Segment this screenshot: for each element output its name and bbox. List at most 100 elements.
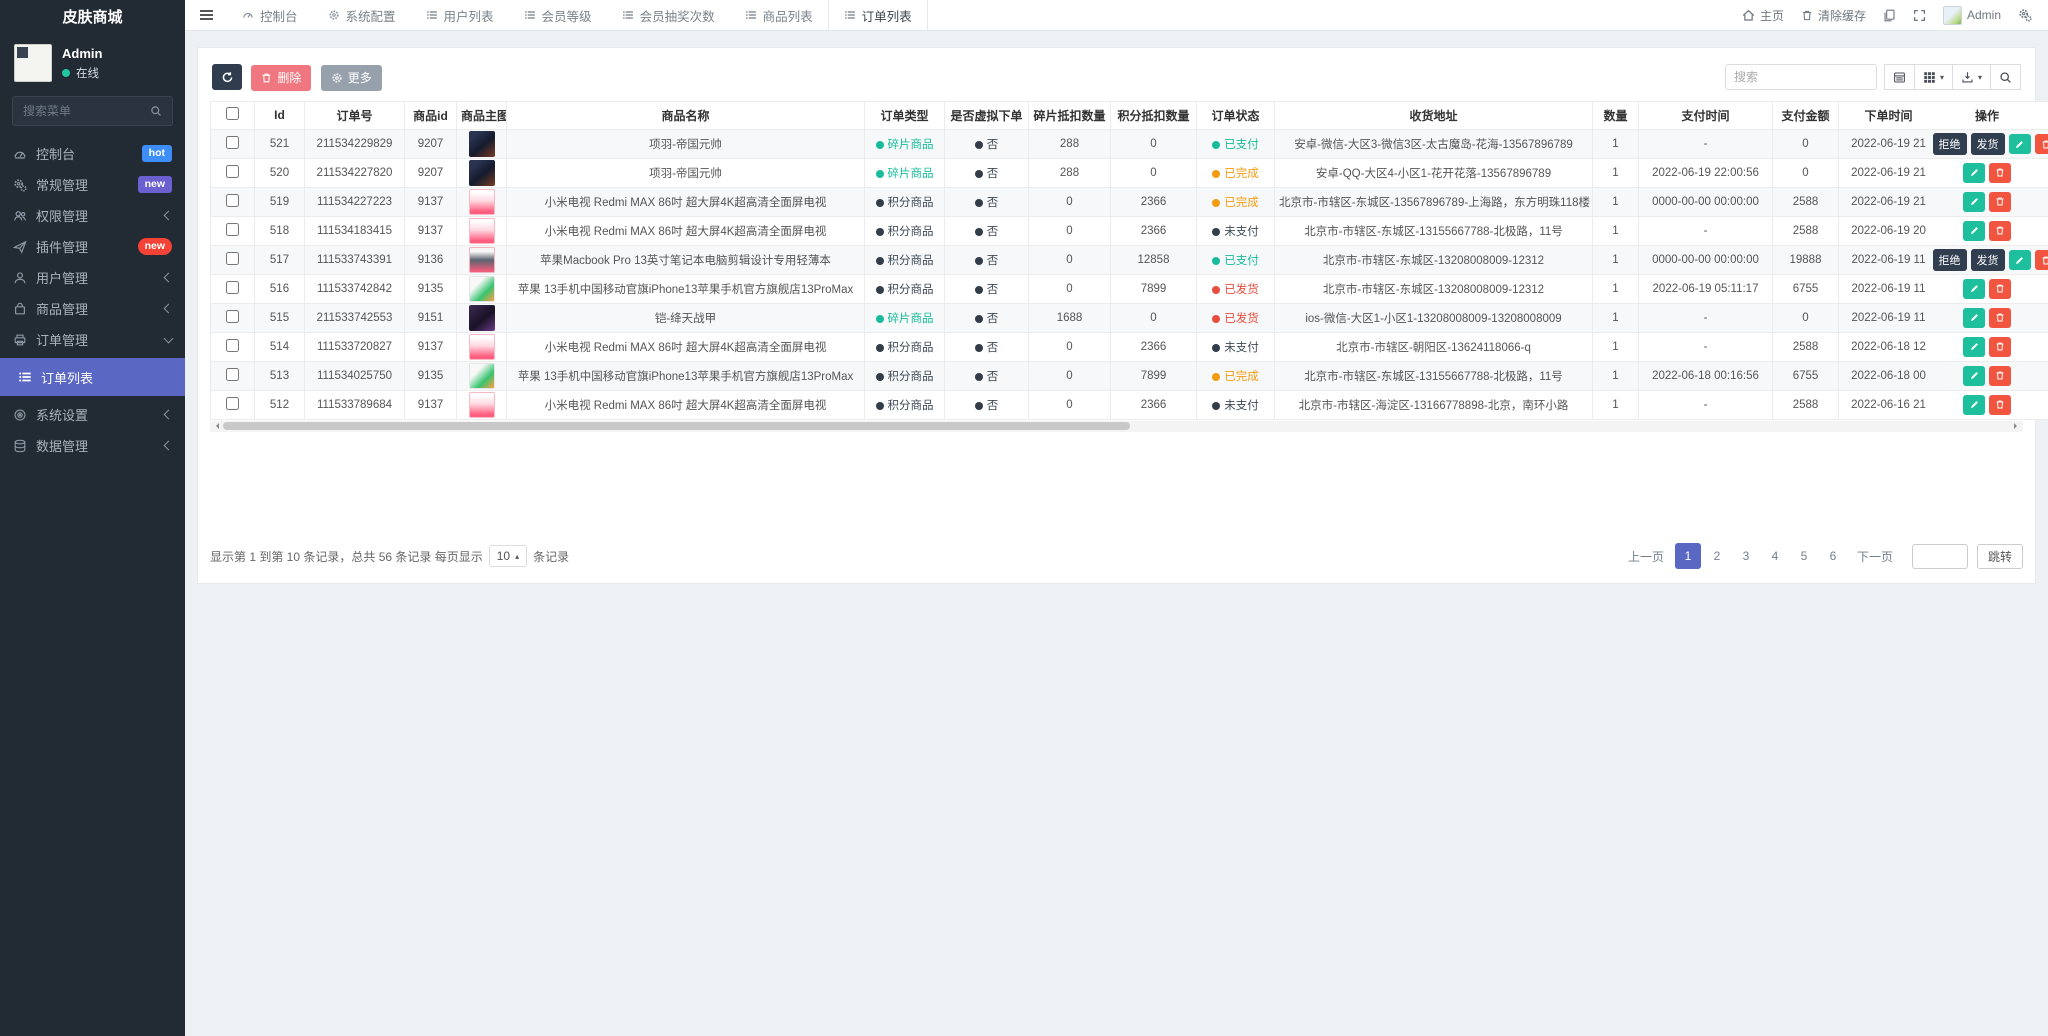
home-link[interactable]: 主页 — [1742, 7, 1784, 24]
jump-button[interactable]: 跳转 — [1976, 543, 2023, 569]
delete-order-button[interactable] — [1989, 220, 2011, 241]
col-product-id[interactable]: 商品id — [404, 100, 457, 130]
col-quantity[interactable]: 数量 — [1592, 100, 1639, 130]
delete-order-button[interactable] — [2034, 134, 2047, 155]
edit-order-button[interactable] — [2008, 134, 2031, 155]
ship-order-button[interactable]: 发货 — [1970, 132, 2005, 155]
col-virtual[interactable]: 是否虚拟下单 — [944, 100, 1029, 130]
col-order-type[interactable]: 订单类型 — [864, 100, 945, 130]
more-button[interactable]: 更多 — [320, 64, 382, 91]
row-checkbox[interactable] — [226, 164, 239, 178]
page-button-6[interactable]: 6 — [1820, 543, 1846, 569]
edit-order-button[interactable] — [1963, 162, 1985, 183]
tab-product-list[interactable]: 商品列表 — [730, 0, 828, 30]
edit-order-button[interactable] — [1963, 365, 1985, 386]
sidebar-item-console[interactable]: 控制台 hot — [0, 138, 185, 169]
reject-order-button[interactable]: 拒绝 — [1932, 248, 1967, 271]
scroll-right-icon[interactable] — [2014, 423, 2020, 429]
refresh-page-icon[interactable] — [1883, 9, 1896, 22]
sidebar-item-system-settings[interactable]: 系统设置 — [0, 399, 185, 430]
col-product-image[interactable]: 商品主图 — [456, 100, 507, 130]
sidebar-item-permissions[interactable]: 权限管理 — [0, 200, 185, 231]
edit-order-button[interactable] — [1963, 191, 1985, 212]
col-pay-time[interactable]: 支付时间 — [1638, 100, 1773, 130]
page-button-1[interactable]: 1 — [1674, 543, 1701, 569]
page-button-3[interactable]: 3 — [1733, 543, 1759, 569]
col-pay-amount[interactable]: 支付金额 — [1772, 100, 1839, 130]
col-order-time[interactable]: 下单时间 — [1838, 100, 1939, 130]
delete-order-button[interactable] — [1989, 394, 2011, 415]
col-product-name[interactable]: 商品名称 — [506, 100, 865, 130]
refresh-button[interactable] — [212, 64, 242, 90]
scroll-left-icon[interactable] — [213, 423, 219, 429]
reject-order-button[interactable]: 拒绝 — [1932, 132, 1967, 155]
horizontal-scrollbar[interactable] — [210, 420, 2023, 432]
row-checkbox[interactable] — [226, 309, 239, 323]
search-button[interactable] — [1990, 64, 2021, 91]
row-checkbox[interactable] — [226, 193, 239, 207]
col-fragment-deduct[interactable]: 碎片抵扣数量 — [1028, 100, 1111, 130]
sidebar-search-input[interactable] — [23, 104, 144, 118]
delete-order-button[interactable] — [1989, 365, 2011, 386]
delete-button[interactable]: 删除 — [251, 64, 312, 91]
delete-order-button[interactable] — [1989, 191, 2011, 212]
columns-dropdown-button[interactable]: ▾ — [1913, 64, 1953, 91]
row-checkbox[interactable] — [226, 280, 239, 294]
row-checkbox[interactable] — [226, 338, 239, 352]
sidebar-item-data[interactable]: 数据管理 — [0, 430, 185, 461]
col-order-status[interactable]: 订单状态 — [1196, 100, 1275, 130]
ship-order-button[interactable]: 发货 — [1970, 248, 2005, 271]
tab-console[interactable]: 控制台 — [227, 0, 313, 30]
col-address[interactable]: 收货地址 — [1274, 100, 1593, 130]
row-checkbox[interactable] — [226, 222, 239, 236]
col-order-no[interactable]: 订单号 — [304, 100, 405, 130]
sidebar-item-plugins[interactable]: 插件管理 new — [0, 231, 185, 262]
row-checkbox[interactable] — [226, 135, 239, 149]
select-all-checkbox[interactable] — [226, 107, 239, 120]
cell-product-name: 小米电视 Redmi MAX 86吋 超大屏4K超高清全面屏电视 — [506, 331, 865, 362]
menu-toggle-icon[interactable] — [185, 0, 227, 30]
edit-order-button[interactable] — [1963, 278, 1985, 299]
row-checkbox[interactable] — [226, 251, 239, 265]
page-button-2[interactable]: 2 — [1704, 543, 1730, 569]
col-id[interactable]: Id — [254, 100, 305, 130]
page-button-5[interactable]: 5 — [1791, 543, 1817, 569]
tab-member-level[interactable]: 会员等级 — [509, 0, 607, 30]
export-dropdown-button[interactable]: ▾ — [1951, 64, 1991, 91]
user-menu[interactable]: Admin — [1942, 5, 2001, 25]
delete-order-button[interactable] — [1989, 307, 2011, 328]
page-button-4[interactable]: 4 — [1762, 543, 1788, 569]
edit-order-button[interactable] — [1963, 307, 1985, 328]
clear-cache-link[interactable]: 清除缓存 — [1801, 7, 1866, 24]
sidebar-item-users[interactable]: 用户管理 — [0, 262, 185, 293]
tab-member-draw-times[interactable]: 会员抽奖次数 — [607, 0, 730, 30]
row-checkbox[interactable] — [226, 396, 239, 410]
fullscreen-icon[interactable] — [1913, 9, 1926, 22]
tab-system-config[interactable]: 系统配置 — [313, 0, 411, 30]
delete-order-button[interactable] — [1989, 336, 2011, 357]
delete-order-button[interactable] — [1989, 278, 2011, 299]
jump-page-input[interactable] — [1911, 543, 1968, 569]
scrollbar-thumb[interactable] — [223, 422, 1130, 430]
delete-order-button[interactable] — [1989, 162, 2011, 183]
delete-order-button[interactable] — [2034, 250, 2047, 271]
detail-view-button[interactable] — [1883, 64, 1915, 91]
sidebar-item-products[interactable]: 商品管理 — [0, 293, 185, 324]
tab-order-list[interactable]: 订单列表 — [827, 0, 928, 30]
sidebar-item-orders[interactable]: 订单管理 — [0, 324, 185, 355]
row-checkbox[interactable] — [226, 367, 239, 381]
edit-order-button[interactable] — [2008, 250, 2031, 271]
edit-order-button[interactable] — [1963, 394, 1985, 415]
edit-order-button[interactable] — [1963, 220, 1985, 241]
prev-page-button[interactable]: 上一页 — [1620, 543, 1672, 569]
col-points-deduct[interactable]: 积分抵扣数量 — [1110, 100, 1197, 130]
gears-icon[interactable] — [2018, 8, 2032, 22]
sidebar-item-general[interactable]: 常规管理 new — [0, 169, 185, 200]
edit-order-button[interactable] — [1963, 336, 1985, 357]
page-size-dropdown[interactable]: 10 ▴ — [488, 545, 528, 567]
sidebar-item-order-list[interactable]: 订单列表 — [0, 358, 185, 396]
next-page-button[interactable]: 下一页 — [1849, 543, 1901, 569]
cell-product-name: 小米电视 Redmi MAX 86吋 超大屏4K超高清全面屏电视 — [506, 389, 865, 420]
tab-user-list[interactable]: 用户列表 — [411, 0, 509, 30]
table-search-input[interactable] — [1724, 64, 1877, 91]
